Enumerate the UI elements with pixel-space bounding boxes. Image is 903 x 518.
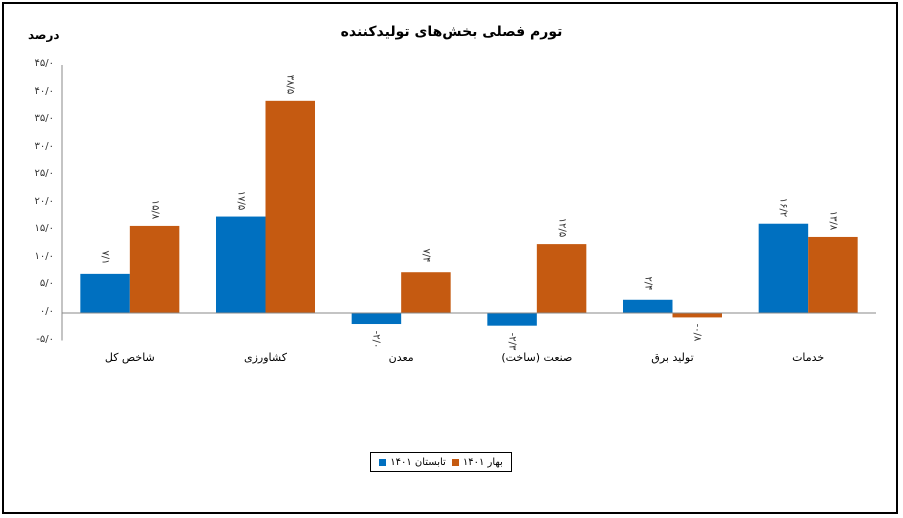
bar-value-label: ۷/۴ xyxy=(420,248,432,263)
bar-value-label: ۱۷/۵ xyxy=(235,190,247,210)
bar-value-label: ۱۶/۲ xyxy=(777,197,789,217)
bar xyxy=(487,313,537,326)
y-tick-label: ۳۵/۰ xyxy=(34,113,54,125)
category-label: شاخص کل xyxy=(104,351,155,364)
y-tick-label: ۴۰/۰ xyxy=(34,85,54,97)
legend-swatch-summer xyxy=(379,458,387,466)
y-tick-label: ۳۰/۰ xyxy=(34,140,54,152)
bar xyxy=(758,223,809,313)
legend-item-spring: بهار ۱۴۰۱ xyxy=(451,456,503,468)
bar xyxy=(265,100,315,313)
y-axis-unit-label: درصد xyxy=(28,28,60,42)
y-tick-label: -۵/۰ xyxy=(36,333,54,345)
bar xyxy=(401,272,451,313)
bar-value-label: -۰/۸ xyxy=(691,324,703,342)
bar xyxy=(351,313,402,325)
bar-value-label: ۳۸/۵ xyxy=(284,74,296,95)
y-tick-label: ۲۵/۰ xyxy=(34,168,54,180)
legend: بهار ۱۴۰۱ تابستان ۱۴۰۱ xyxy=(370,452,512,472)
y-tick-label: ۴۵/۰ xyxy=(34,58,54,69)
y-tick-label: ۵/۰ xyxy=(39,278,54,290)
bar xyxy=(536,244,587,313)
bar xyxy=(80,273,130,313)
bar-value-label: ۱۳/۸ xyxy=(827,210,839,231)
bar-value-label: ۷/۱ xyxy=(99,250,111,265)
bar-value-label: ۱۵/۸ xyxy=(149,199,161,220)
bar-value-label: ۲/۴ xyxy=(642,276,654,291)
category-label: صنعت (ساخت) xyxy=(501,351,573,364)
category-label: کشاورزی xyxy=(244,351,287,364)
bar xyxy=(672,313,722,318)
legend-label-spring: بهار ۱۴۰۱ xyxy=(462,456,503,468)
category-label: خدمات xyxy=(792,351,825,364)
y-tick-label: ۲۰/۰ xyxy=(34,195,54,207)
bar xyxy=(808,236,858,313)
bar xyxy=(129,225,180,313)
legend-item-summer: تابستان ۱۴۰۱ xyxy=(379,457,446,468)
y-tick-label: ۰/۰ xyxy=(39,306,54,317)
legend-label-summer: تابستان ۱۴۰۱ xyxy=(390,456,446,468)
y-tick-label: ۱۵/۰ xyxy=(34,223,54,235)
chart-title: تورم فصلی بخش‌های تولیدکننده xyxy=(340,24,563,40)
bar-value-label: ۱۲/۵ xyxy=(556,217,568,238)
category-label: تولید برق xyxy=(651,351,694,364)
legend-swatch-spring xyxy=(451,458,459,466)
y-tick-label: ۱۰/۰ xyxy=(34,250,54,262)
category-label: معدن xyxy=(388,351,414,364)
bar xyxy=(216,216,266,313)
bar xyxy=(623,299,673,313)
